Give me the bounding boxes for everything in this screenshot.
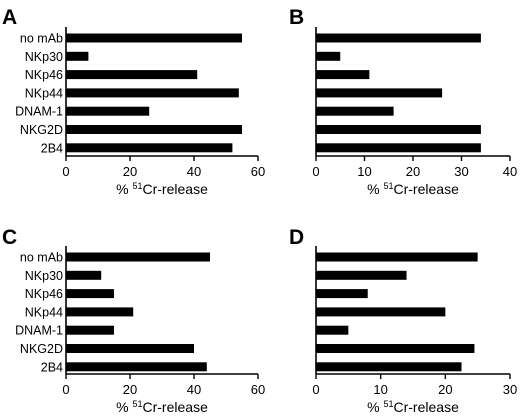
category-label-a-dnam-1: DNAM-1 [15,105,63,119]
x-axis-label-a: % 51Cr-release [116,181,208,197]
x-tick-label-a-0: 0 [62,164,69,179]
bar-b-nkp46 [316,70,370,80]
bar-b-nkg2d [316,125,481,134]
bar-a-nkp30 [66,51,89,61]
bar-a-nkp46 [66,70,198,80]
x-axis-label-prefix-c: % [116,399,132,415]
category-label-c-nkp46: NKp46 [25,287,63,301]
bar-a-dnam-1 [66,106,150,116]
bar-d-dnam-1 [316,325,349,335]
x-axis-label-superscript-d: 51 [383,399,393,409]
bar-b-2b4 [316,143,481,153]
panel-letter-d: D [289,226,304,249]
bar-d-nkp44 [316,307,446,317]
category-label-c-2b4: 2B4 [41,360,63,374]
bar-b-nkp30 [316,51,341,61]
panel-letter-a: A [2,6,17,29]
x-tick-label-c-60: 60 [251,382,265,397]
category-label-c-nkp30: NKp30 [25,269,63,283]
x-tick-label-d-0: 0 [312,382,319,397]
category-label-a-nkg2d: NKG2D [20,123,63,137]
bar-c-nkp30 [66,270,102,280]
x-tick-label-c-40: 40 [187,382,201,397]
x-tick-label-a-60: 60 [251,164,265,179]
category-label-c-nkp44: NKp44 [25,305,63,319]
x-tick-label-c-20: 20 [123,382,137,397]
x-tick-label-c-0: 0 [62,382,69,397]
bar-c-no-mab [66,252,210,262]
bar-a-nkg2d [66,125,242,134]
x-axis-label-c: % 51Cr-release [116,399,208,415]
x-axis-label-b: % 51Cr-release [367,181,459,197]
category-label-c-dnam-1: DNAM-1 [15,324,63,338]
category-label-a-2b4: 2B4 [41,141,63,155]
x-axis-label-superscript-b: 51 [383,181,393,191]
panel-letter-b: B [289,6,304,29]
x-tick-label-a-20: 20 [123,164,137,179]
x-tick-label-b-20: 20 [406,164,420,179]
x-tick-label-d-10: 10 [373,382,387,397]
x-axis-label-prefix-b: % [367,181,383,197]
bar-a-nkp44 [66,88,239,98]
x-axis-label-suffix-b: Cr-release [394,181,460,197]
x-axis-label-suffix-d: Cr-release [394,399,460,415]
x-tick-label-b-0: 0 [312,164,319,179]
x-axis-label-prefix-a: % [116,181,132,197]
panel-letter-c: C [2,226,17,249]
panel-a: Ano mAb NKp30 NKp46 NKp44 DNAM-1 NKG2D 2B4 0 20 4… [2,6,265,197]
x-tick-label-a-40: 40 [187,164,201,179]
bar-c-nkp44 [66,307,134,317]
x-axis-label-prefix-d: % [367,399,383,415]
category-label-c-nkg2d: NKG2D [20,342,63,356]
bar-c-2b4 [66,362,207,372]
bar-b-dnam-1 [316,106,394,116]
bar-c-dnam-1 [66,325,114,335]
bar-b-no-mab [316,33,481,43]
panel-d: D0 10 20 30% 51Cr-release [289,226,517,415]
category-label-c-no-mab: no mAb [20,251,63,265]
x-tick-label-b-10: 10 [357,164,371,179]
bar-c-nkg2d [66,344,194,353]
bar-d-nkp30 [316,270,407,280]
x-tick-label-b-40: 40 [503,164,517,179]
x-axis-label-superscript-a: 51 [132,181,142,191]
bar-d-nkg2d [316,344,475,353]
x-axis-label-superscript-c: 51 [132,399,142,409]
x-tick-label-b-30: 30 [454,164,468,179]
x-axis-label-suffix-c: Cr-release [143,399,209,415]
category-label-a-nkp30: NKp30 [25,50,63,64]
x-tick-label-d-30: 30 [503,382,517,397]
category-label-a-nkp46: NKp46 [25,68,63,82]
x-axis-label-d: % 51Cr-release [367,399,459,415]
category-label-a-nkp44: NKp44 [25,86,63,100]
bar-d-no-mab [316,252,478,262]
bar-d-nkp46 [316,289,368,299]
x-tick-label-d-20: 20 [438,382,452,397]
bar-a-no-mab [66,33,242,43]
bar-a-2b4 [66,143,233,153]
panel-c: Cno mAb NKp30 NKp46 NKp44 DNAM-1 NKG2D 2B4 0 20 4… [2,226,265,415]
x-axis-label-suffix-a: Cr-release [143,181,209,197]
bar-c-nkp46 [66,289,114,299]
panel-b: B0 10 20 30 40% 51Cr-release [289,6,517,197]
bar-b-nkp44 [316,88,443,98]
category-label-a-no-mab: no mAb [20,32,63,46]
bar-d-2b4 [316,362,462,372]
